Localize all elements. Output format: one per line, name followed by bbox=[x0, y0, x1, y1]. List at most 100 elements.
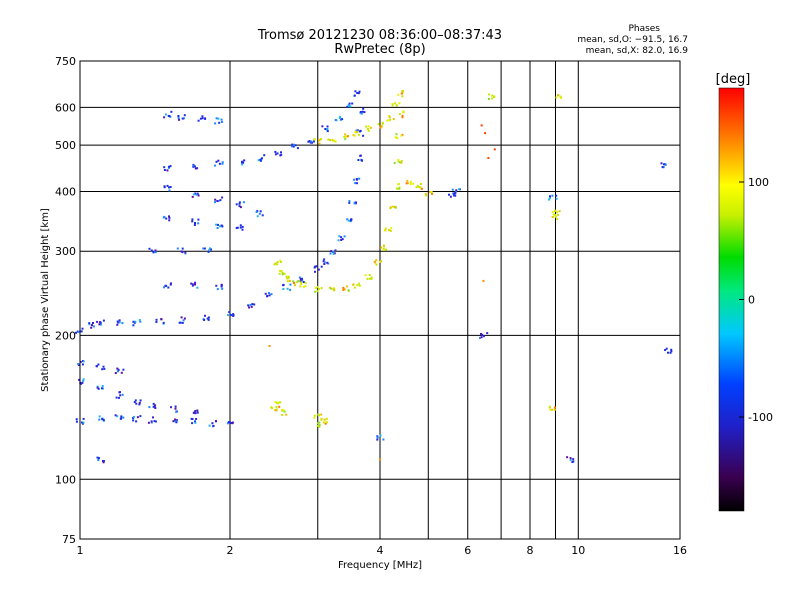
data-point-x bbox=[394, 102, 397, 105]
data-point-o bbox=[241, 225, 244, 228]
data-point-o bbox=[362, 107, 365, 110]
data-point-x bbox=[317, 413, 320, 416]
data-point-o bbox=[153, 420, 156, 423]
data-point-o bbox=[353, 202, 356, 205]
data-point-x bbox=[328, 286, 331, 289]
data-point-x bbox=[391, 205, 394, 208]
data-point-x bbox=[385, 248, 388, 251]
data-point-x bbox=[294, 284, 296, 287]
data-point-x bbox=[416, 184, 419, 187]
data-point-o bbox=[75, 331, 77, 334]
colorbar-tick-label: 0 bbox=[748, 294, 755, 307]
data-point-o bbox=[178, 321, 181, 324]
data-point-o bbox=[486, 332, 489, 335]
data-point-x bbox=[420, 187, 423, 190]
data-point-x bbox=[375, 263, 378, 266]
data-point-o bbox=[81, 381, 84, 384]
data-point-o bbox=[376, 435, 379, 438]
data-point-o bbox=[219, 199, 222, 202]
data-point-o bbox=[355, 201, 357, 204]
x-tick-label: 10 bbox=[571, 544, 585, 557]
data-point-o bbox=[194, 420, 196, 423]
data-point-x bbox=[406, 182, 409, 185]
data-point-x bbox=[352, 283, 355, 286]
data-point-o bbox=[329, 252, 332, 255]
data-point-o bbox=[120, 371, 123, 374]
data-point-x bbox=[493, 95, 496, 98]
data-point-o bbox=[221, 196, 224, 199]
data-point-x bbox=[331, 139, 334, 141]
data-point-o bbox=[323, 261, 326, 264]
data-points bbox=[75, 90, 673, 464]
data-point-x bbox=[317, 422, 320, 425]
data-point-x bbox=[314, 290, 317, 293]
data-point-x bbox=[431, 192, 434, 195]
data-point-x bbox=[424, 193, 427, 196]
data-point-x bbox=[276, 261, 279, 263]
data-point-o bbox=[82, 380, 85, 383]
data-point-x bbox=[324, 422, 327, 425]
data-point-o bbox=[168, 219, 171, 222]
data-point-o bbox=[216, 227, 219, 229]
data-point-o bbox=[179, 321, 182, 324]
data-point-x bbox=[274, 262, 277, 265]
x-tick-label: 1 bbox=[77, 544, 84, 557]
data-point-o bbox=[98, 418, 101, 421]
data-point-x bbox=[347, 289, 350, 292]
data-point-x bbox=[320, 417, 323, 420]
y-tick-label: 75 bbox=[62, 533, 76, 546]
data-point-o bbox=[309, 141, 312, 144]
data-point-other bbox=[268, 345, 271, 347]
data-point-o bbox=[276, 152, 279, 155]
data-point-o bbox=[294, 144, 297, 147]
data-point-x bbox=[318, 288, 320, 290]
data-point-o bbox=[97, 459, 100, 461]
data-point-o bbox=[177, 116, 180, 119]
data-point-x bbox=[368, 277, 371, 280]
data-point-o bbox=[452, 192, 455, 195]
data-point-x bbox=[398, 187, 401, 190]
data-point-x bbox=[384, 227, 387, 230]
data-point-o bbox=[220, 118, 223, 121]
data-point-x bbox=[401, 95, 404, 98]
data-point-x bbox=[555, 96, 558, 99]
data-point-o bbox=[169, 165, 172, 168]
data-point-o bbox=[118, 391, 121, 394]
data-point-x bbox=[357, 282, 360, 285]
data-point-o bbox=[163, 186, 166, 189]
data-point-x bbox=[405, 182, 408, 185]
data-point-x bbox=[366, 277, 369, 280]
data-point-x bbox=[275, 405, 278, 408]
data-point-o bbox=[301, 279, 304, 282]
data-point-x bbox=[292, 280, 295, 283]
data-point-o bbox=[132, 419, 135, 422]
data-point-o bbox=[238, 205, 241, 208]
data-point-o bbox=[119, 417, 122, 420]
data-point-x bbox=[388, 119, 391, 121]
data-point-o bbox=[194, 421, 197, 424]
data-point-o bbox=[314, 265, 317, 268]
data-point-x bbox=[370, 277, 373, 280]
data-point-o bbox=[249, 303, 252, 306]
data-point-o bbox=[78, 378, 81, 381]
data-point-x bbox=[398, 161, 401, 164]
data-point-x bbox=[395, 187, 398, 190]
data-point-o bbox=[259, 158, 262, 161]
data-point-x bbox=[410, 180, 412, 183]
data-point-x bbox=[397, 158, 400, 161]
data-point-x bbox=[389, 206, 392, 209]
data-point-x bbox=[400, 160, 403, 162]
data-point-o bbox=[258, 212, 261, 215]
data-point-o bbox=[235, 227, 238, 229]
data-point-x bbox=[383, 244, 385, 247]
data-point-o bbox=[354, 182, 357, 185]
x-tick-label: 4 bbox=[377, 544, 384, 557]
data-point-x bbox=[396, 137, 399, 140]
data-point-o bbox=[119, 394, 122, 397]
data-point-x bbox=[274, 409, 277, 412]
data-point-x bbox=[388, 116, 391, 119]
data-point-o bbox=[138, 319, 141, 321]
data-point-o bbox=[551, 194, 554, 197]
data-point-o bbox=[152, 405, 155, 408]
data-point-o bbox=[291, 143, 294, 146]
